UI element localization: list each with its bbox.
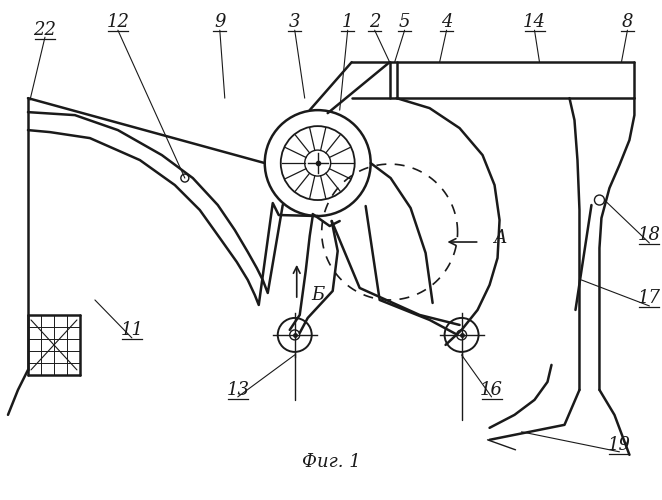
- Text: 5: 5: [399, 13, 410, 31]
- Text: 3: 3: [289, 13, 301, 31]
- Text: 19: 19: [608, 436, 631, 454]
- Text: 12: 12: [107, 13, 129, 31]
- Text: 4: 4: [441, 13, 452, 31]
- Text: 9: 9: [214, 13, 226, 31]
- Text: 22: 22: [34, 21, 56, 39]
- Text: 8: 8: [622, 13, 633, 31]
- Text: Фиг. 1: Фиг. 1: [303, 453, 361, 471]
- Text: 2: 2: [369, 13, 381, 31]
- Text: 14: 14: [523, 13, 546, 31]
- Text: 16: 16: [480, 381, 503, 399]
- Text: Б: Б: [312, 286, 325, 304]
- Text: 17: 17: [638, 289, 661, 307]
- Text: 11: 11: [120, 321, 144, 339]
- Text: 13: 13: [226, 381, 250, 399]
- Text: А: А: [493, 229, 506, 247]
- Text: 18: 18: [638, 226, 661, 244]
- Text: 1: 1: [342, 13, 354, 31]
